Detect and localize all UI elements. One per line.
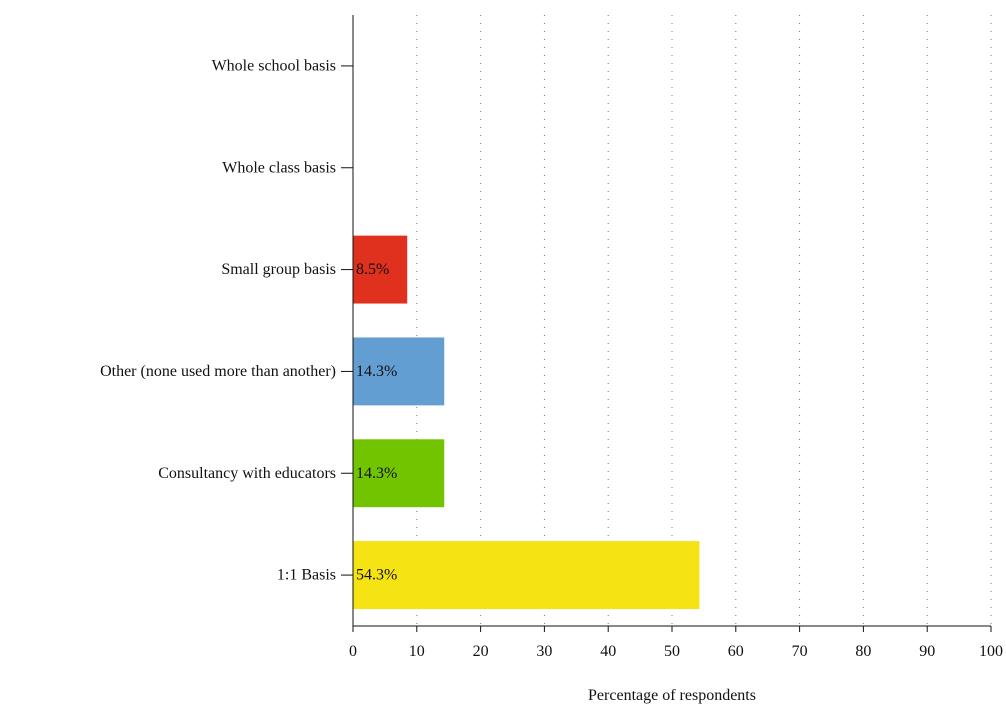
category-label: Whole school basis xyxy=(212,57,336,74)
x-tick-label: 60 xyxy=(728,643,744,660)
bar-value-label: 14.3% xyxy=(356,363,397,380)
bar xyxy=(353,439,445,508)
x-tick-label: 20 xyxy=(473,643,489,660)
bar xyxy=(353,337,445,406)
bar-value-label: 14.3% xyxy=(356,465,397,482)
category-label: Small group basis xyxy=(221,261,336,278)
bar xyxy=(353,541,700,610)
x-tick-label: 30 xyxy=(536,643,552,660)
x-tick-label: 0 xyxy=(349,643,357,660)
category-label: Consultancy with educators xyxy=(158,465,336,482)
x-tick-label: 100 xyxy=(979,643,1003,660)
category-label: Other (none used more than another) xyxy=(100,363,336,380)
grid-lines xyxy=(416,15,992,626)
x-tick-label: 70 xyxy=(792,643,808,660)
bar xyxy=(353,235,408,304)
x-tick-label: 10 xyxy=(409,643,425,660)
x-tick-label: 40 xyxy=(600,643,616,660)
labels: 0 10 20 30 40 50 60 70 80 90 100 Whole school basis… xyxy=(100,57,1003,660)
bar-value-label: 54.3% xyxy=(356,567,397,584)
x-tick-label: 50 xyxy=(664,643,680,660)
category-label: Whole class basis xyxy=(222,159,336,176)
category-label: 1:1 Basis xyxy=(277,567,336,584)
bars xyxy=(353,235,700,610)
bar-value-label: 8.5% xyxy=(356,261,389,278)
x-tick-label: 90 xyxy=(919,643,935,660)
x-tick-label: 80 xyxy=(855,643,871,660)
x-axis-title: Percentage of respondents xyxy=(588,687,756,704)
axes xyxy=(341,15,992,632)
